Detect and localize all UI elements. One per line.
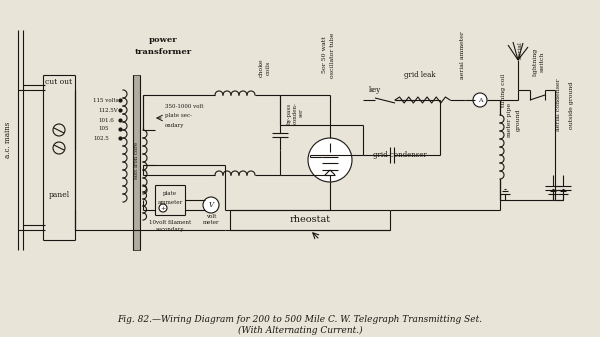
Text: coils: coils [265, 61, 271, 75]
Text: ondary: ondary [165, 123, 184, 127]
Text: aerial condenser: aerial condenser [556, 79, 560, 131]
Text: panel: panel [49, 191, 70, 199]
Text: plate sec-: plate sec- [165, 114, 192, 119]
Text: A: A [478, 97, 482, 102]
Text: grid condenser: grid condenser [373, 151, 427, 159]
Text: 5or 50 watt: 5or 50 watt [323, 37, 328, 73]
Text: 10volt filament: 10volt filament [149, 219, 191, 224]
Text: meter: meter [203, 220, 220, 225]
Text: lightning: lightning [533, 48, 538, 76]
Text: 105: 105 [98, 126, 109, 131]
Text: (With Alternating Current.): (With Alternating Current.) [238, 326, 362, 335]
Text: soft iron core: soft iron core [133, 142, 139, 179]
Text: meter pipe: meter pipe [508, 103, 512, 137]
Text: ser: ser [299, 109, 304, 117]
Text: volt: volt [206, 214, 216, 219]
Text: by-pass: by-pass [287, 102, 292, 124]
Text: 101.6: 101.6 [98, 118, 114, 123]
Bar [133, 75, 140, 250]
Text: power: power [149, 36, 178, 44]
Text: 115 volts: 115 volts [93, 97, 119, 102]
Text: tuning coil: tuning coil [500, 73, 505, 107]
Circle shape [53, 124, 65, 136]
Text: 350-1000 volt: 350-1000 volt [165, 104, 203, 110]
Text: transformer: transformer [134, 48, 191, 56]
Text: +: + [160, 206, 166, 211]
Text: 112.5V: 112.5V [98, 108, 118, 113]
Text: switch: switch [539, 52, 545, 72]
Circle shape [159, 204, 167, 212]
Text: oscillator tube: oscillator tube [329, 32, 335, 78]
Text: ground: ground [515, 109, 521, 131]
Text: aerial ammeter: aerial ammeter [460, 31, 464, 79]
Text: ammeter: ammeter [157, 200, 182, 205]
Circle shape [473, 93, 487, 107]
Text: plate: plate [163, 190, 177, 195]
Circle shape [203, 197, 219, 213]
Text: 102.5: 102.5 [93, 135, 109, 141]
Text: rheostat: rheostat [289, 215, 331, 224]
Text: aerial: aerial [517, 41, 523, 59]
Text: choke: choke [259, 59, 263, 77]
Text: cut out: cut out [46, 78, 73, 86]
Text: V: V [209, 201, 214, 209]
Text: outside ground: outside ground [569, 81, 575, 129]
Text: key: key [369, 86, 381, 94]
Circle shape [308, 138, 352, 182]
Text: Fig. 82.—Wiring Diagram for 200 to 500 Mile C. W. Telegraph Transmitting Set.: Fig. 82.—Wiring Diagram for 200 to 500 M… [118, 315, 482, 325]
Circle shape [53, 142, 65, 154]
Text: conden-: conden- [293, 102, 298, 124]
Text: secondary: secondary [156, 227, 184, 233]
Text: a.c. mains: a.c. mains [4, 122, 12, 158]
Text: grid leak: grid leak [404, 71, 436, 79]
